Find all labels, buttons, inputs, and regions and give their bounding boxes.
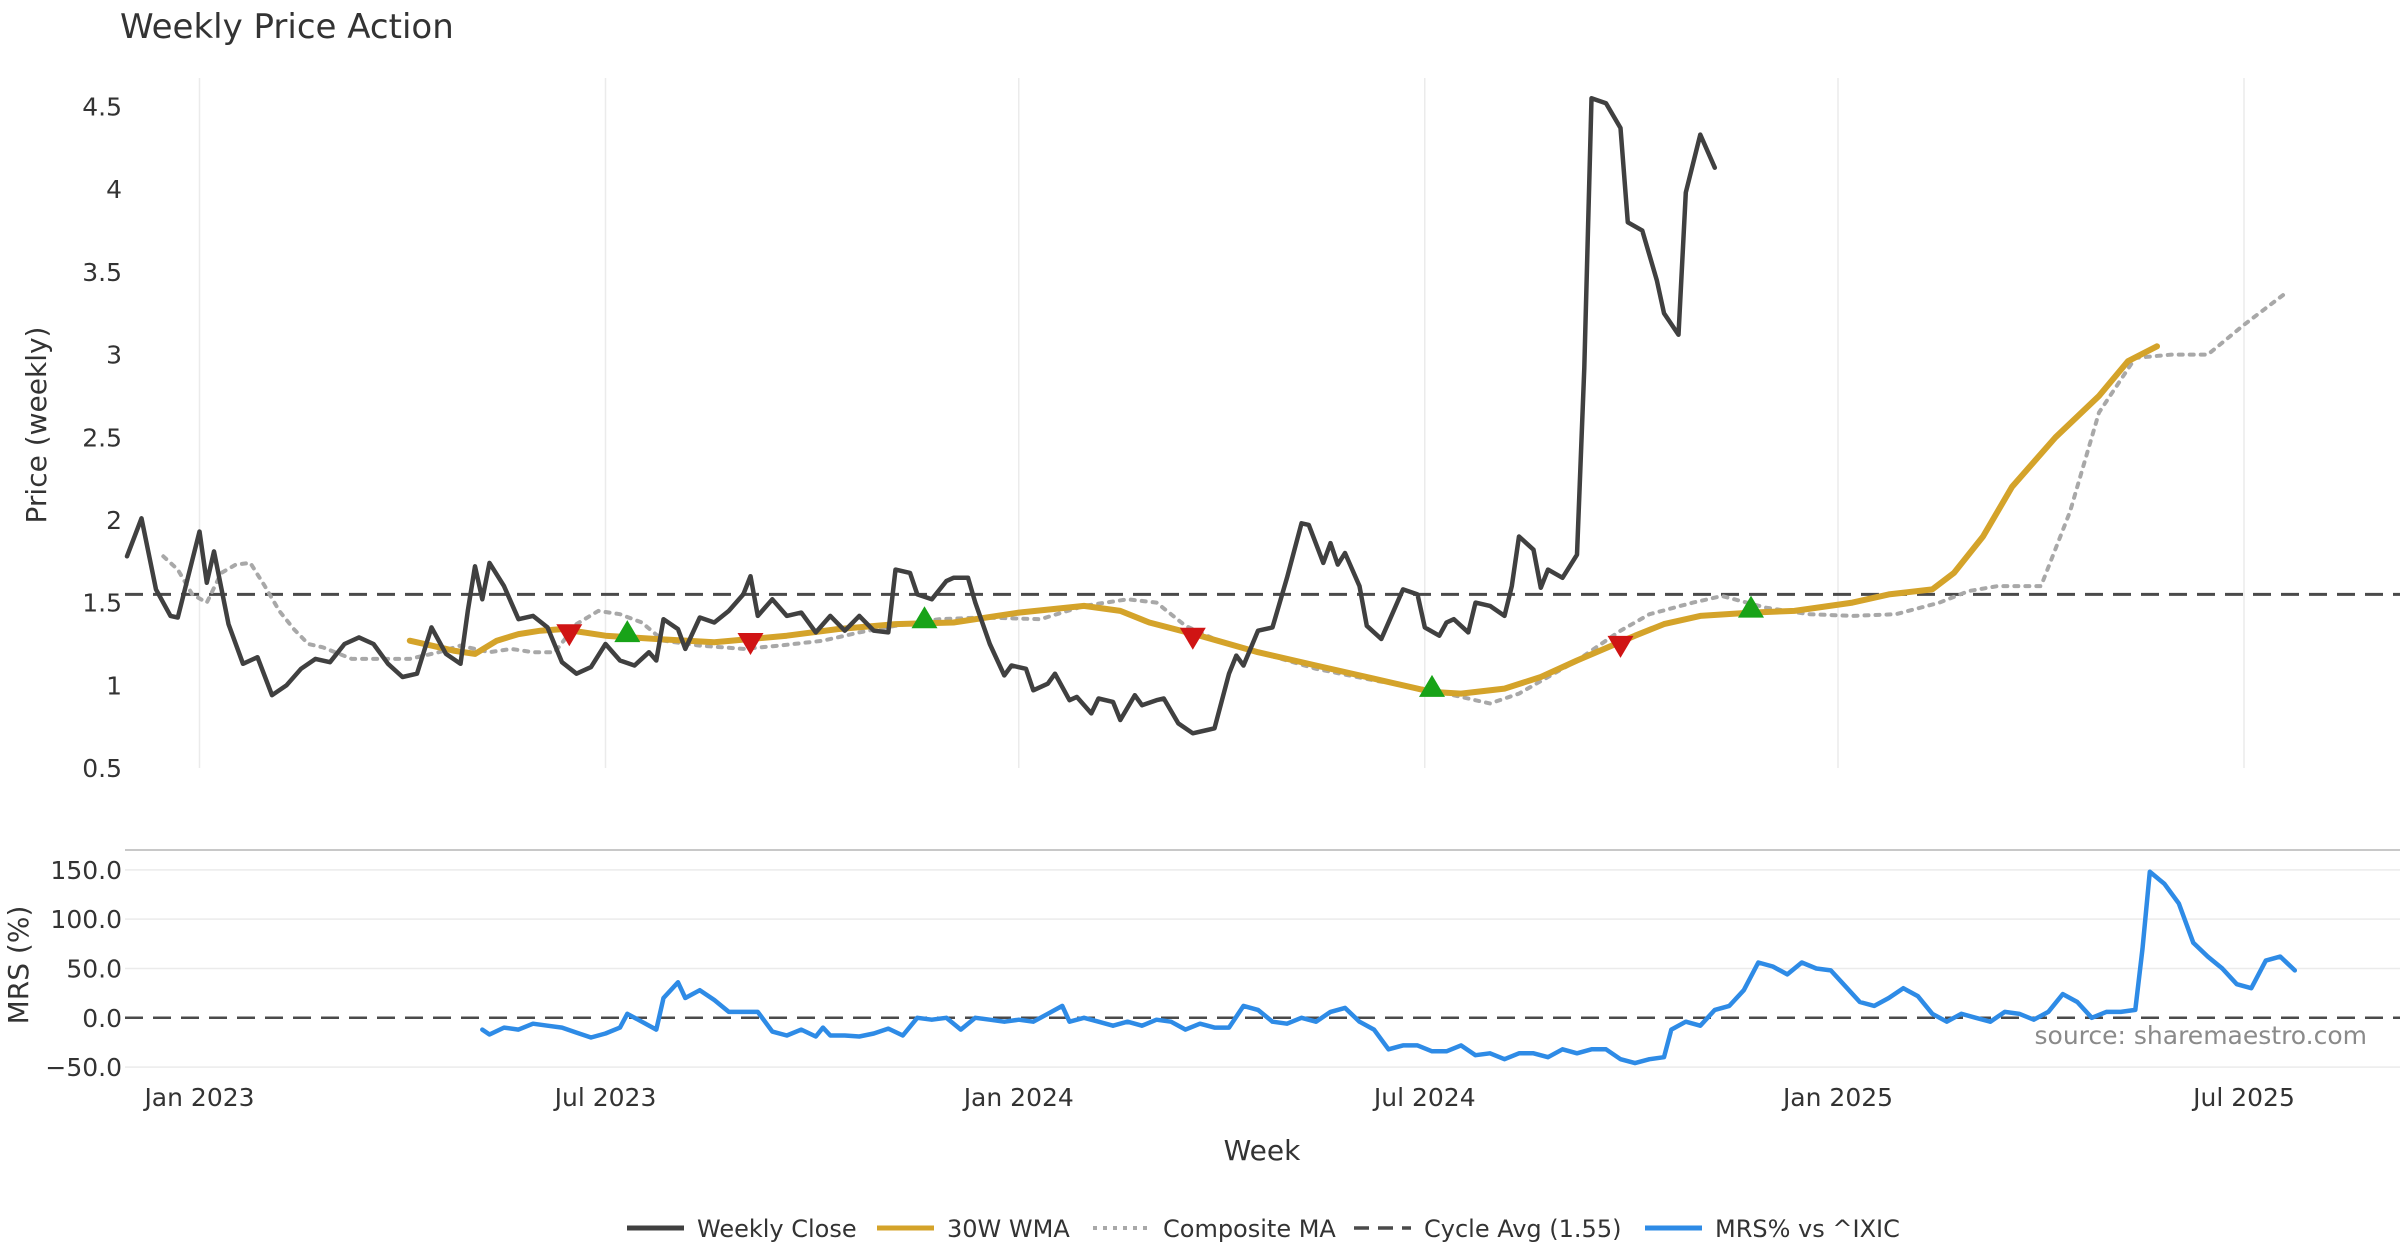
buy-signal-marker bbox=[1738, 595, 1764, 618]
price-panel: 0.5 1 1.5 2 2.5 3 3.5 4 4.5 Price (weekly) bbox=[20, 78, 2400, 783]
price-grid bbox=[198, 78, 2245, 768]
legend-label-wma: 30W WMA bbox=[947, 1215, 1070, 1243]
price-y-tick-label: 3 bbox=[106, 341, 122, 370]
x-axis-title: Week bbox=[1224, 1134, 1301, 1167]
mrs-y-tick-label: −50.0 bbox=[45, 1053, 122, 1082]
x-tick-label: Jul 2025 bbox=[2191, 1083, 2295, 1112]
sell-signal-marker bbox=[1607, 635, 1634, 658]
x-tick-label: Jan 2025 bbox=[1781, 1083, 1893, 1112]
sell-signal-marker bbox=[737, 633, 764, 655]
mrs-y-tick-label: 150.0 bbox=[50, 856, 122, 885]
price-y-axis-title: Price (weekly) bbox=[20, 327, 53, 524]
mrs-y-tick-label: 0.0 bbox=[82, 1004, 122, 1033]
source-note: source: sharemaestro.com bbox=[2035, 1021, 2368, 1050]
price-y-tick-label: 3.5 bbox=[82, 258, 122, 287]
price-y-tick-label: 4 bbox=[106, 175, 122, 204]
mrs-grid bbox=[125, 869, 2400, 1068]
price-y-tick-label: 2.5 bbox=[82, 423, 122, 452]
buy-signal-marker bbox=[911, 606, 938, 629]
mrs-y-axis: 150.0 100.0 50.0 0.0 −50.0 bbox=[45, 856, 122, 1082]
mrs-y-tick-label: 50.0 bbox=[66, 954, 122, 983]
signal-markers bbox=[556, 595, 1764, 697]
mrs-series bbox=[480, 869, 2298, 1066]
sell-signal-marker bbox=[556, 624, 583, 647]
buy-signal-marker bbox=[614, 620, 641, 643]
composite-ma-series bbox=[161, 289, 2290, 706]
mrs-panel: 150.0 100.0 50.0 0.0 −50.0 MRS (%) source: s… bbox=[2, 856, 2400, 1082]
price-y-tick-label: 1.5 bbox=[82, 589, 122, 618]
legend-label-mrs: MRS% vs ^IXIC bbox=[1715, 1215, 1900, 1243]
price-y-axis: 0.5 1 1.5 2 2.5 3 3.5 4 4.5 bbox=[82, 93, 122, 783]
chart-title: Weekly Price Action bbox=[120, 7, 454, 47]
weekly-close-series bbox=[124, 96, 1718, 736]
x-tick-label: Jul 2024 bbox=[1372, 1083, 1476, 1112]
buy-signal-marker bbox=[1419, 674, 1445, 697]
wma-30w-series bbox=[406, 343, 2160, 697]
mrs-y-axis-title: MRS (%) bbox=[2, 906, 35, 1025]
price-y-tick-label: 2 bbox=[106, 506, 122, 535]
legend-label-cycle: Cycle Avg (1.55) bbox=[1424, 1215, 1621, 1243]
mrs-y-tick-label: 100.0 bbox=[50, 905, 122, 934]
legend-label-close: Weekly Close bbox=[697, 1215, 857, 1243]
legend: Weekly Close 30W WMA Composite MA Cycle Avg… bbox=[627, 1215, 1900, 1243]
x-tick-label: Jan 2024 bbox=[962, 1083, 1074, 1112]
sell-signal-marker bbox=[1179, 627, 1206, 650]
price-y-tick-label: 1 bbox=[106, 671, 122, 700]
x-tick-label: Jul 2023 bbox=[553, 1083, 657, 1112]
legend-label-composite: Composite MA bbox=[1163, 1215, 1336, 1243]
price-y-tick-label: 0.5 bbox=[82, 754, 122, 783]
x-tick-label: Jan 2023 bbox=[142, 1083, 254, 1112]
price-y-tick-label: 4.5 bbox=[82, 93, 122, 122]
x-axis: Jan 2023 Jul 2023 Jan 2024 Jul 2024 Jan 2025… bbox=[142, 1083, 2294, 1112]
